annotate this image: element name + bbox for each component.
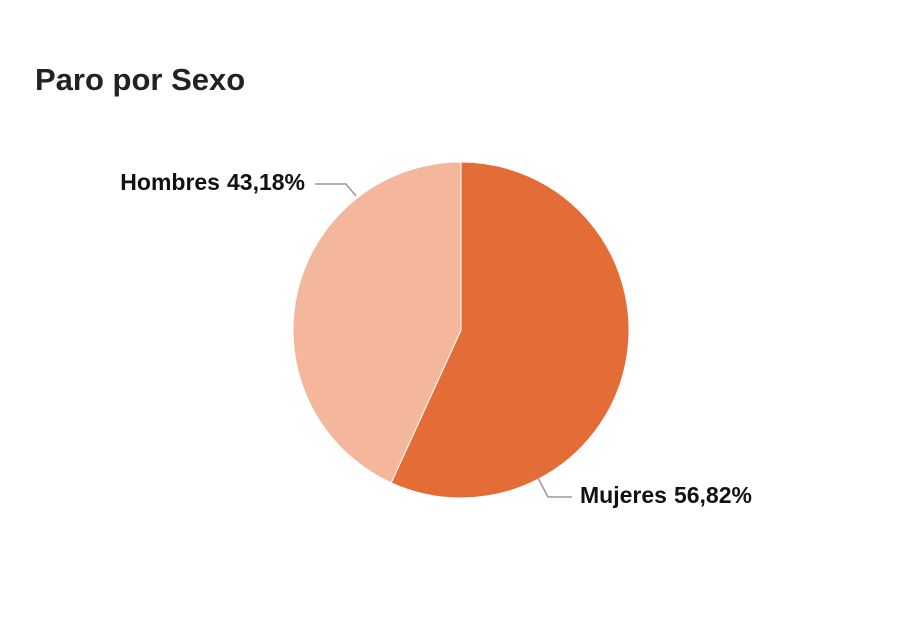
leader-line (537, 477, 572, 498)
slice-label: Hombres 43,18% (120, 169, 305, 195)
pie-slice (390, 161, 630, 499)
slice-value-label: 43,18% (227, 169, 305, 195)
slice-label: Mujeres 56,82% (580, 482, 752, 508)
pie-slice (292, 161, 462, 484)
slice-category: Mujeres (580, 482, 667, 508)
slice-value-label: 56,82% (674, 482, 752, 508)
leader-line (315, 183, 357, 197)
chart-title: Paro por Sexo (35, 62, 245, 97)
slice-category: Hombres (120, 169, 220, 195)
